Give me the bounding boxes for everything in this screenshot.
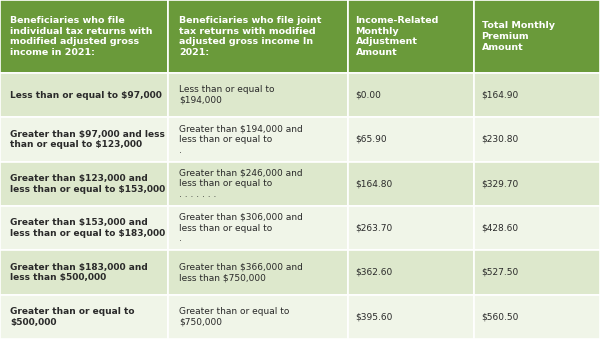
Bar [0, 73, 168, 117]
Text: $329.70: $329.70 [482, 179, 519, 188]
Bar [348, 295, 474, 339]
Bar [168, 162, 348, 206]
Bar [168, 0, 348, 73]
Text: Beneficiaries who file joint
tax returns with modified
adjusted gross income In
: Beneficiaries who file joint tax returns… [179, 16, 322, 57]
Text: Greater than $97,000 and less
than or equal to $123,000: Greater than $97,000 and less than or eq… [10, 129, 165, 149]
Text: $362.60: $362.60 [356, 268, 393, 277]
Bar [0, 162, 168, 206]
Bar [0, 295, 168, 339]
Text: $230.80: $230.80 [482, 135, 519, 144]
Bar [168, 73, 348, 117]
Text: $263.70: $263.70 [356, 224, 393, 233]
Text: Greater than $366,000 and
less than $750,000: Greater than $366,000 and less than $750… [179, 263, 302, 282]
Text: $164.80: $164.80 [356, 179, 393, 188]
Text: Greater than $153,000 and
less than or equal to $183,000: Greater than $153,000 and less than or e… [10, 218, 166, 238]
Bar [348, 117, 474, 162]
Text: $65.90: $65.90 [356, 135, 387, 144]
Bar [474, 0, 600, 73]
Bar [0, 117, 168, 162]
Bar [348, 206, 474, 250]
Text: Income-Related
Monthly
Adjustment
Amount: Income-Related Monthly Adjustment Amount [356, 16, 439, 57]
Bar [474, 250, 600, 295]
Text: Less than or equal to $97,000: Less than or equal to $97,000 [10, 91, 162, 100]
Bar [474, 162, 600, 206]
Text: $0.00: $0.00 [356, 91, 382, 100]
Bar [0, 0, 168, 73]
Text: $164.90: $164.90 [482, 91, 519, 100]
Text: $527.50: $527.50 [482, 268, 519, 277]
Bar [348, 0, 474, 73]
Text: Less than or equal to
$194,000: Less than or equal to $194,000 [179, 85, 274, 105]
Bar [168, 295, 348, 339]
Text: Greater than or equal to
$500,000: Greater than or equal to $500,000 [10, 307, 134, 327]
Text: $395.60: $395.60 [356, 312, 393, 321]
Bar [348, 250, 474, 295]
Text: Total Monthly
Premium
Amount: Total Monthly Premium Amount [482, 21, 554, 52]
Bar [0, 206, 168, 250]
Bar [168, 250, 348, 295]
Bar [474, 295, 600, 339]
Text: Beneficiaries who file
individual tax returns with
modified adjusted gross
incom: Beneficiaries who file individual tax re… [10, 16, 152, 57]
Text: Greater than $194,000 and
less than or equal to
.: Greater than $194,000 and less than or e… [179, 124, 302, 155]
Bar [474, 117, 600, 162]
Text: Greater than or equal to
$750,000: Greater than or equal to $750,000 [179, 307, 289, 327]
Text: Greater than $123,000 and
less than or equal to $153,000: Greater than $123,000 and less than or e… [10, 174, 166, 194]
Bar [348, 73, 474, 117]
Bar [348, 162, 474, 206]
Bar [474, 73, 600, 117]
Text: $428.60: $428.60 [482, 224, 518, 233]
Bar [168, 206, 348, 250]
Bar [474, 206, 600, 250]
Text: Greater than $306,000 and
less than or equal to
.: Greater than $306,000 and less than or e… [179, 213, 302, 243]
Bar [168, 117, 348, 162]
Text: $560.50: $560.50 [482, 312, 519, 321]
Text: Greater than $246,000 and
less than or equal to
. . . . . . .: Greater than $246,000 and less than or e… [179, 168, 302, 199]
Bar [0, 250, 168, 295]
Text: Greater than $183,000 and
less than $500,000: Greater than $183,000 and less than $500… [10, 263, 148, 282]
